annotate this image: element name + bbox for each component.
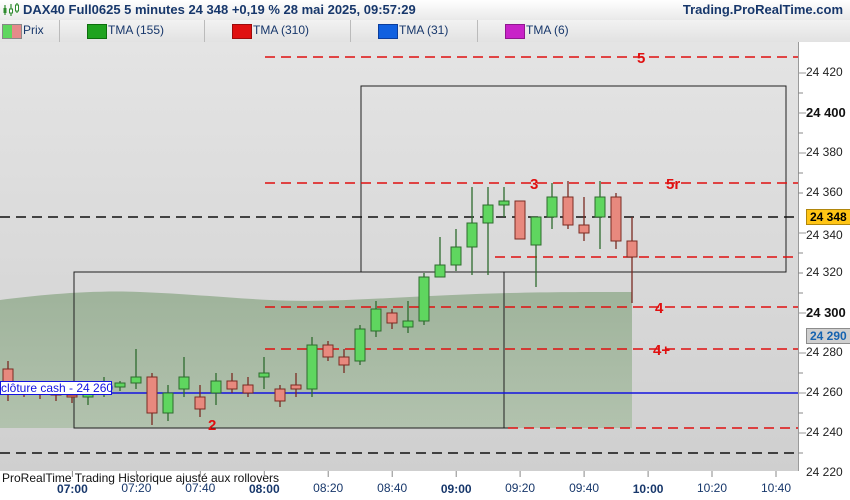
svg-text:08:00: 08:00	[249, 482, 280, 496]
svg-text:09:00: 09:00	[441, 482, 472, 496]
svg-text:07:00: 07:00	[57, 482, 88, 496]
svg-text:09:40: 09:40	[569, 481, 599, 495]
svg-text:10:40: 10:40	[761, 481, 791, 495]
svg-text:09:20: 09:20	[505, 481, 535, 495]
svg-text:10:00: 10:00	[633, 482, 664, 496]
svg-text:08:20: 08:20	[313, 481, 343, 495]
svg-text:07:40: 07:40	[185, 481, 215, 495]
svg-text:08:40: 08:40	[377, 481, 407, 495]
svg-text:10:20: 10:20	[697, 481, 727, 495]
svg-text:07:20: 07:20	[121, 481, 151, 495]
